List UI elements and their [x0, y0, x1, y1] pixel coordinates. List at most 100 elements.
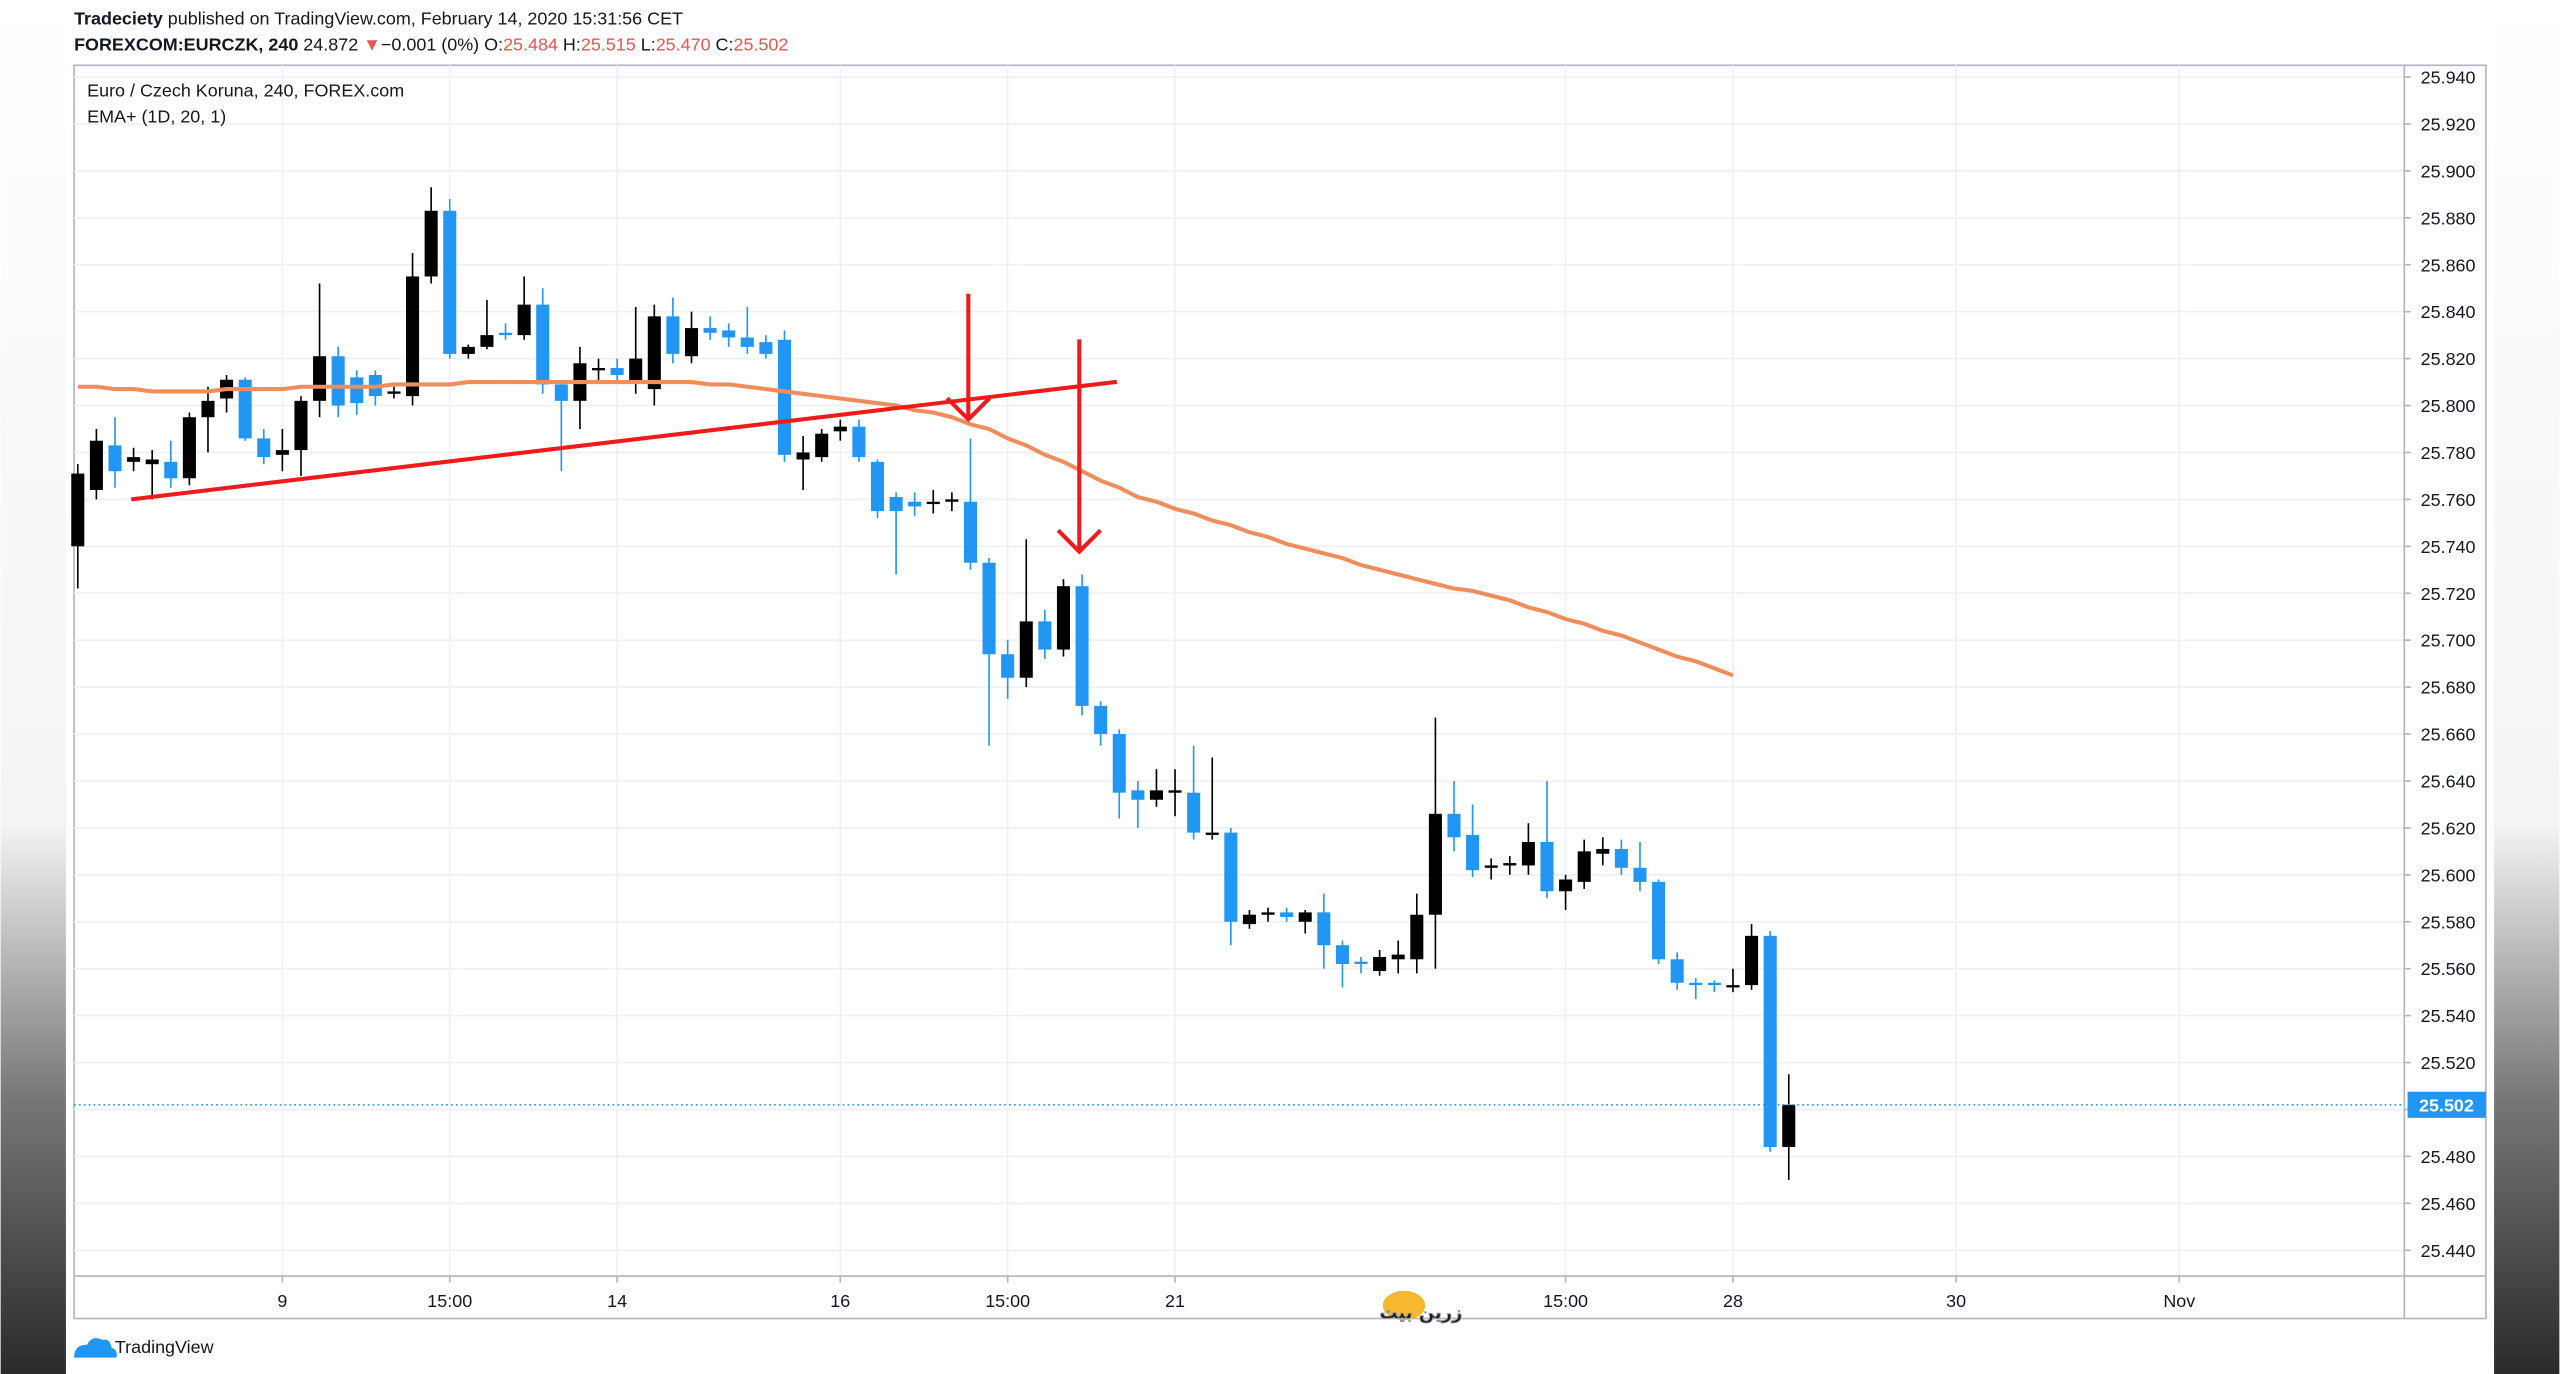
y-tick-label: 25.880 [2421, 208, 2476, 228]
candle-body [926, 501, 940, 505]
ohlc-l: 25.470 [656, 35, 711, 55]
watermark-text: زرین بیت [1380, 1303, 1463, 1324]
candle-body [1410, 914, 1424, 960]
candle-body [1596, 849, 1610, 854]
candle-body [182, 417, 196, 479]
x-tick-label: 15:00 [427, 1291, 472, 1311]
candle-body [610, 367, 624, 376]
candle-body [777, 339, 792, 455]
y-tick-label: 25.480 [2421, 1147, 2476, 1167]
candle-body [1131, 790, 1145, 800]
candle-body [870, 461, 885, 512]
candle-body [759, 342, 773, 354]
watermark: زرین بیت [1379, 1290, 1463, 1324]
candle-body [684, 328, 699, 357]
candle-body [1224, 832, 1238, 922]
left-border [0, 0, 66, 1374]
watermark-icon [1382, 1290, 1426, 1321]
y-tick-label: 25.760 [2421, 490, 2476, 510]
publish-info: Tradeciety published on TradingView.com,… [74, 8, 683, 28]
candle-body [740, 337, 754, 347]
candle-body [1763, 935, 1777, 1148]
candle-body [1112, 734, 1126, 793]
candle-body [1521, 841, 1535, 866]
candle-body [1056, 586, 1070, 650]
candle-body [1149, 790, 1163, 800]
y-tick-label: 25.860 [2421, 255, 2476, 275]
candle-body [108, 445, 122, 472]
candle-body [499, 332, 513, 336]
candle-body [1577, 851, 1591, 882]
plot [71, 187, 2405, 1180]
last-price-label: 25.502 [2419, 1095, 2474, 1115]
candle-body [1075, 586, 1089, 706]
y-tick-label: 25.920 [2421, 114, 2476, 134]
logo-icon [74, 1338, 117, 1358]
candle-body [89, 440, 103, 490]
ohlc-o-label: O: [484, 35, 503, 55]
y-tick-label: 25.660 [2421, 725, 2476, 745]
candle-body [71, 473, 85, 547]
candle-body [1782, 1104, 1796, 1148]
author: Tradeciety [74, 8, 163, 28]
arrow-head [1056, 528, 1102, 555]
candle-body [963, 501, 977, 563]
candle-body [796, 452, 810, 460]
candle-body [1298, 912, 1312, 922]
candle-body [1168, 790, 1182, 793]
candle-body [350, 377, 364, 404]
candle-body [1354, 961, 1368, 964]
ohlc-c: 25.502 [734, 35, 789, 55]
last: 24.872 [303, 35, 358, 55]
candle-body [1745, 935, 1759, 986]
candle-body [201, 400, 215, 418]
candle-body [164, 461, 178, 479]
y-tick-label: 25.840 [2421, 302, 2476, 322]
candle-body [424, 210, 438, 277]
candle-body [666, 316, 680, 354]
candle-body [1466, 834, 1480, 871]
y-tick-label: 25.780 [2421, 443, 2476, 463]
change: −0.001 (0%) [381, 35, 479, 55]
y-tick-label: 25.520 [2421, 1053, 2476, 1073]
candle-body [1447, 813, 1461, 838]
candle-body [591, 367, 606, 371]
ohlc-h: 25.515 [581, 35, 636, 55]
candle-body [517, 304, 531, 336]
chart-title: Euro / Czech Koruna, 240, FOREX.com [87, 80, 404, 100]
y-tick-label: 25.940 [2421, 68, 2476, 88]
y-tick-label: 25.460 [2421, 1194, 2476, 1214]
candle-body [1428, 813, 1442, 915]
candle-body [1019, 621, 1033, 678]
y-tick-label: 25.720 [2421, 584, 2476, 604]
candle-body [1726, 985, 1740, 988]
candle-body [1242, 914, 1256, 925]
candle-body [1614, 849, 1628, 868]
candle-body [387, 391, 401, 394]
change-arrow: ▼ [363, 35, 381, 55]
candle-body [815, 433, 829, 458]
candle-body [1335, 945, 1349, 964]
legend-ema: EMA+ (1D, 20, 1) [87, 106, 226, 126]
candle-body [1280, 912, 1294, 918]
candle-body [480, 335, 494, 347]
candle-body [1391, 954, 1405, 960]
x-tick-label: 30 [1946, 1291, 1966, 1311]
y-tick-label: 25.640 [2421, 771, 2476, 791]
candle-body [1261, 912, 1275, 915]
x-tick-label: 9 [277, 1291, 287, 1311]
candle-body [443, 210, 457, 354]
y-tick-label: 25.600 [2421, 865, 2476, 885]
y-tick-label: 25.700 [2421, 631, 2476, 651]
candle-body [1038, 621, 1052, 650]
candle-body [554, 384, 568, 401]
candle-body [889, 497, 903, 512]
candle-body [406, 276, 420, 397]
y-tick-label: 25.820 [2421, 349, 2476, 369]
ohlc-o: 25.484 [503, 35, 558, 55]
candle-body [1317, 912, 1331, 946]
candle-body [238, 379, 252, 439]
candle-body [852, 426, 866, 458]
candle-body [1707, 982, 1721, 986]
